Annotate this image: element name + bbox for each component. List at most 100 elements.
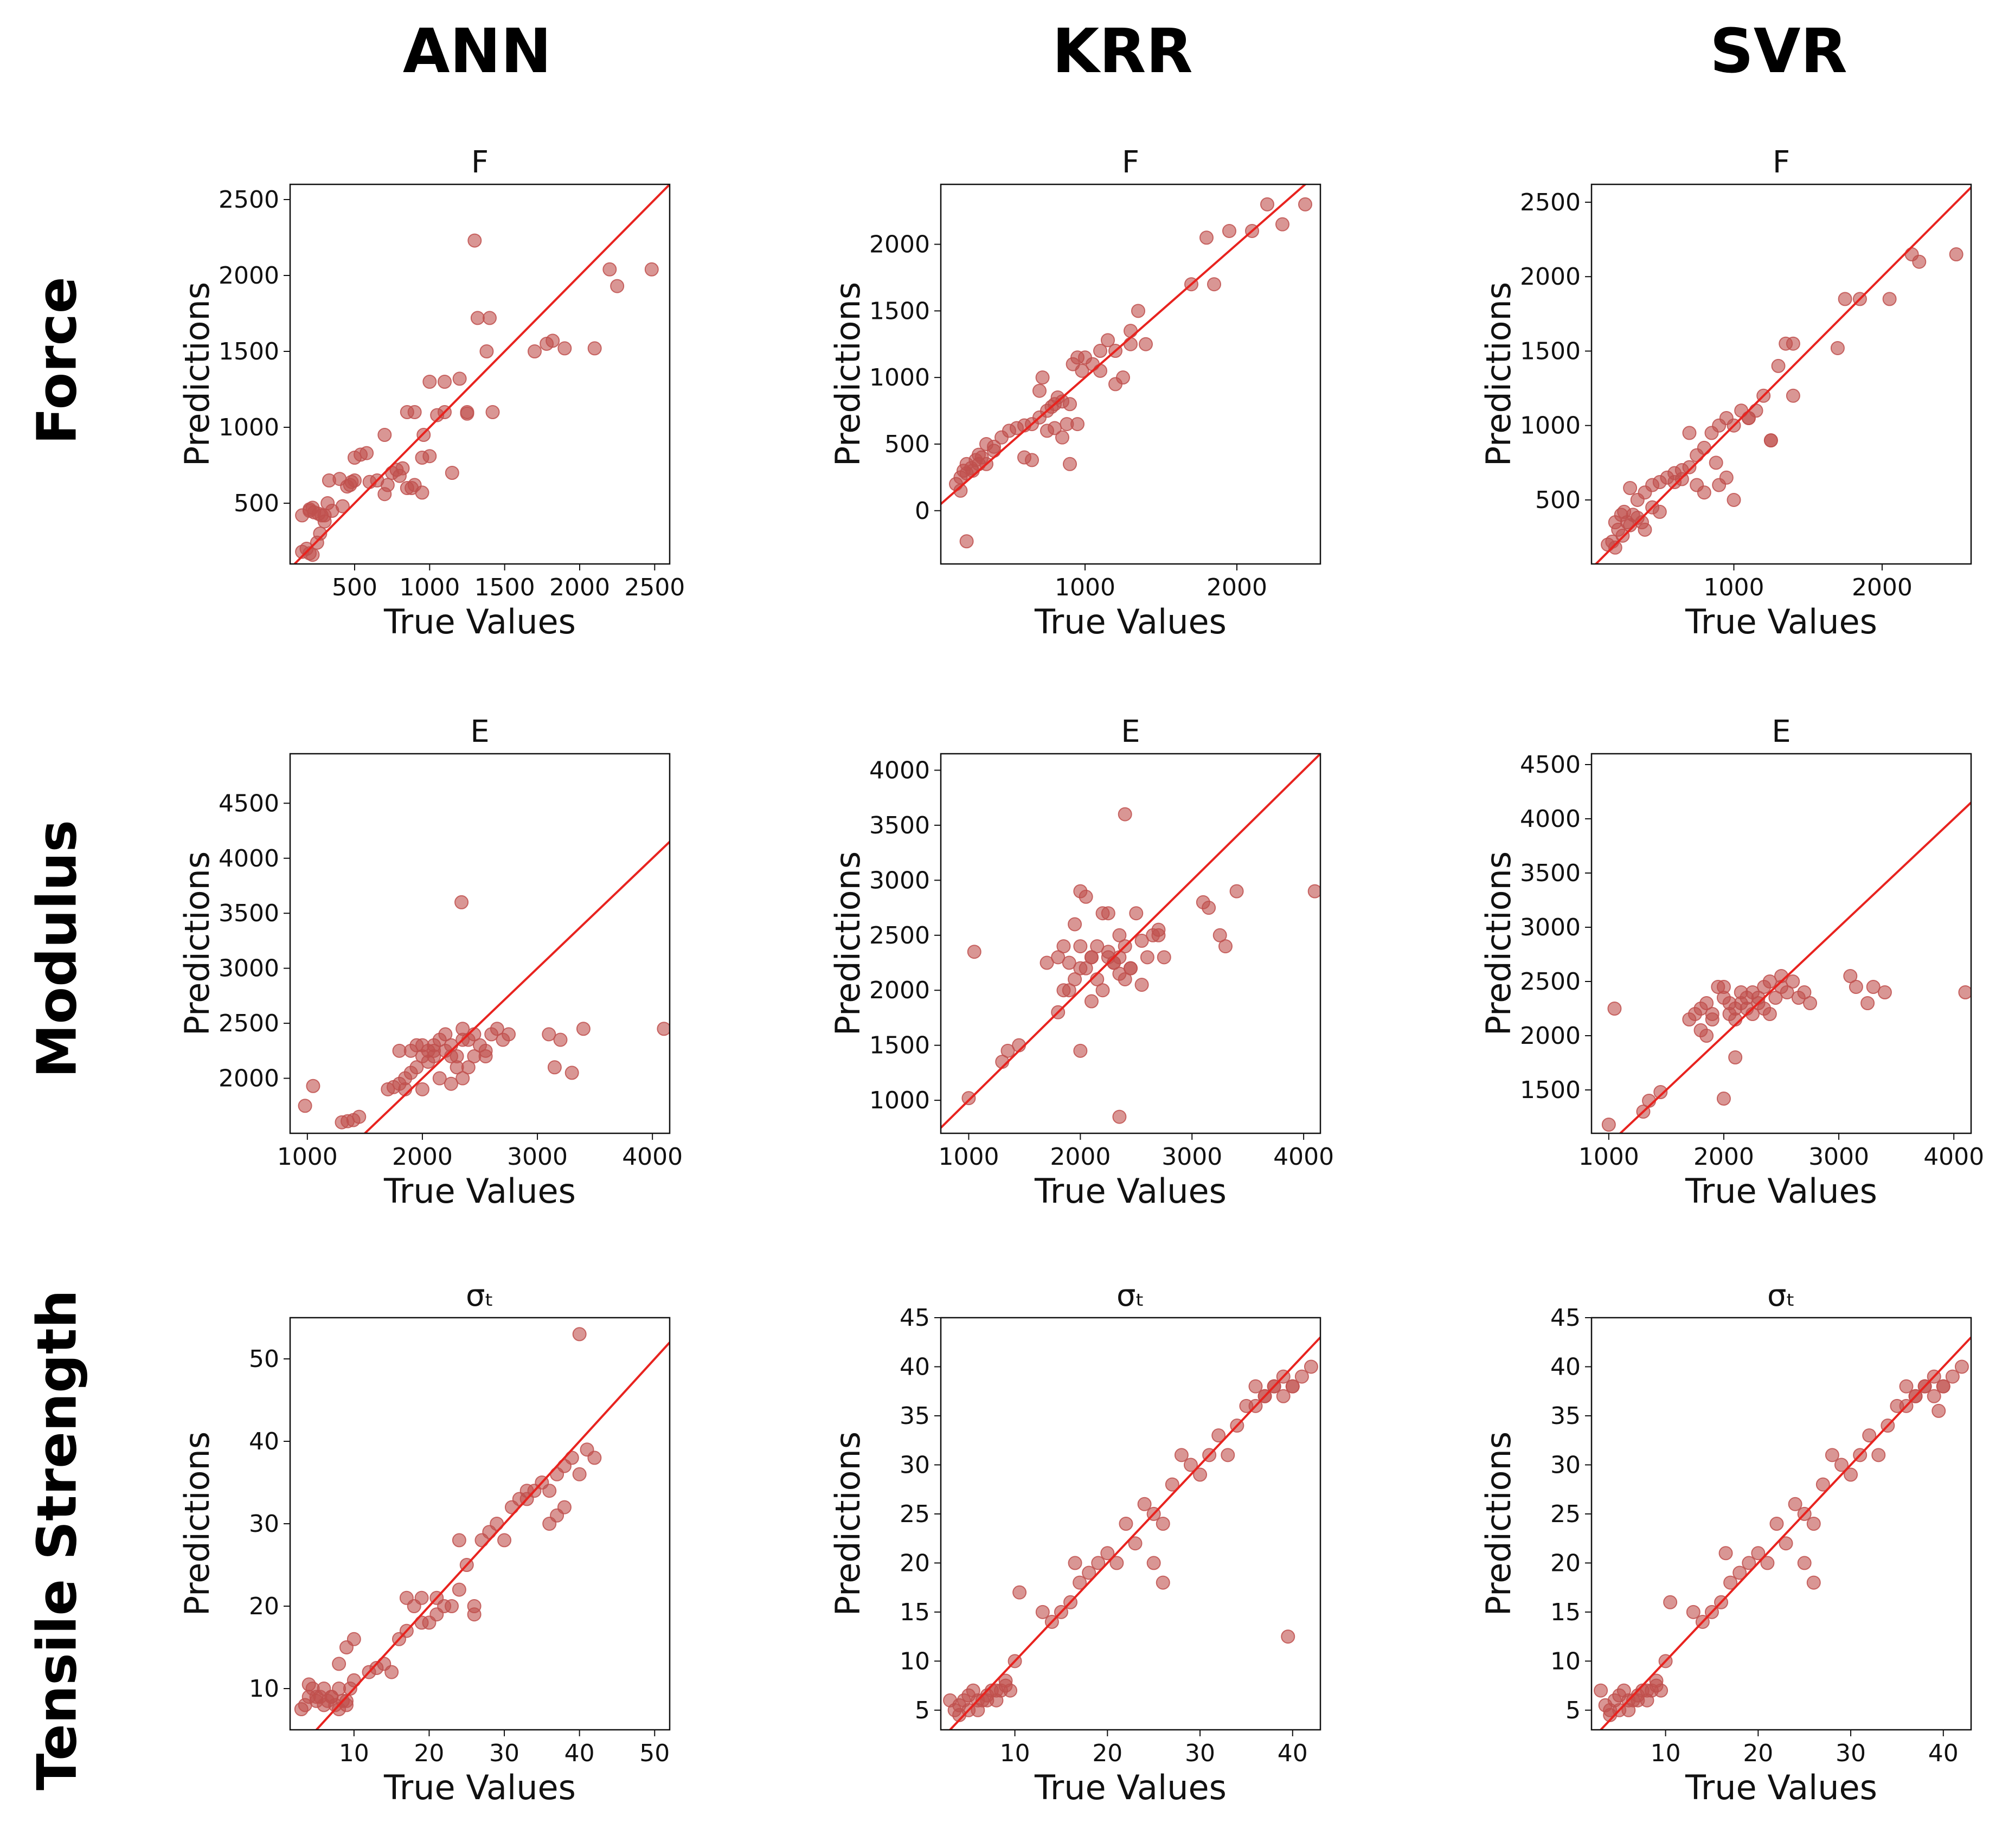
data-point xyxy=(657,1022,670,1036)
data-point xyxy=(1082,1565,1096,1580)
data-point xyxy=(1229,884,1244,899)
plot-frame xyxy=(1590,183,1972,565)
data-point xyxy=(1260,197,1274,211)
row-header-modulus: Modulus xyxy=(25,820,89,1078)
data-point xyxy=(967,945,981,959)
chart-force-ann: F 500 1000 1500 2000 2500 500 1000 1500 2000 2500 T… xyxy=(177,145,685,641)
data-point xyxy=(1682,426,1697,440)
data-point xyxy=(352,1109,367,1124)
y-tick-label: 40 xyxy=(1550,1353,1581,1381)
data-point xyxy=(1686,1605,1701,1619)
data-point xyxy=(407,405,422,419)
data-point xyxy=(1068,1556,1082,1570)
y-axis-label: Predictions xyxy=(1479,851,1518,1036)
data-point xyxy=(1062,955,1076,970)
data-point xyxy=(1830,341,1845,355)
data-point xyxy=(1222,223,1236,238)
data-point xyxy=(1697,485,1711,500)
y-tick-label: 4000 xyxy=(869,756,930,784)
data-point xyxy=(445,1599,459,1613)
x-tick-label: 1000 xyxy=(1579,1143,1639,1171)
chart-modulus-svr: E 1000 2000 3000 4000 1500 2000 2500 3000 3500 400… xyxy=(1479,714,1984,1211)
x-axis-label: True Values xyxy=(383,602,576,641)
data-point xyxy=(1073,939,1088,954)
data-point xyxy=(1108,377,1122,392)
data-point xyxy=(306,1079,320,1093)
data-point xyxy=(1118,972,1132,986)
data-point xyxy=(1936,1379,1950,1394)
data-point xyxy=(1838,292,1852,306)
data-point xyxy=(553,1032,568,1047)
x-tick-label: 2000 xyxy=(1852,574,1913,601)
data-point xyxy=(972,457,986,471)
data-points xyxy=(298,895,670,1130)
y-tick-label: 10 xyxy=(249,1675,279,1703)
y-tick-label: 10 xyxy=(900,1647,930,1675)
chart-title: E xyxy=(1772,714,1791,749)
y-tick-label: 500 xyxy=(234,490,279,517)
y-tick-label: 3000 xyxy=(1520,914,1581,941)
data-point xyxy=(1100,1546,1115,1561)
data-point xyxy=(427,1043,441,1058)
data-point xyxy=(1709,455,1723,470)
data-point xyxy=(360,446,374,460)
data-points xyxy=(294,1327,602,1716)
y-tick-label: 3500 xyxy=(869,812,930,839)
data-point xyxy=(313,527,328,541)
data-point xyxy=(564,1066,579,1080)
data-point xyxy=(987,439,1001,454)
y-tick-label: 1500 xyxy=(869,297,930,325)
data-point xyxy=(1741,410,1756,425)
y-tick-label: 2000 xyxy=(219,262,279,290)
y-tick-label: 4000 xyxy=(1520,805,1581,833)
data-point xyxy=(1716,980,1731,994)
data-point xyxy=(298,1099,312,1113)
data-point xyxy=(1771,358,1786,373)
row-header-tensile-strength: Tensile Strength xyxy=(25,1289,89,1791)
y-tick-label: 20 xyxy=(900,1549,930,1577)
data-point xyxy=(1056,983,1071,998)
data-point xyxy=(1797,1556,1812,1570)
data-point xyxy=(1762,1007,1777,1021)
data-point xyxy=(1640,1683,1654,1698)
data-point xyxy=(1742,1556,1756,1570)
data-point xyxy=(1056,939,1071,954)
chart-force-svr: F 1000 2000 500 1000 1500 2000 2500 True Values P… xyxy=(1479,145,1972,641)
data-point xyxy=(998,1673,1013,1688)
data-point xyxy=(1131,304,1145,318)
data-point xyxy=(1035,1605,1050,1619)
data-point xyxy=(1156,1517,1170,1531)
data-point xyxy=(1118,807,1132,822)
x-tick-label: 2000 xyxy=(392,1143,453,1171)
data-point xyxy=(497,1533,512,1548)
y-tick-label: 3500 xyxy=(1520,859,1581,887)
data-point xyxy=(961,1091,976,1106)
data-point xyxy=(1048,421,1062,435)
data-points xyxy=(961,807,1320,1124)
x-tick-label: 1000 xyxy=(1055,574,1115,601)
data-point xyxy=(479,344,494,358)
data-point xyxy=(1304,1359,1318,1374)
data-point xyxy=(422,449,437,464)
data-point xyxy=(1151,928,1166,942)
data-point xyxy=(1084,950,1099,965)
data-point xyxy=(572,1327,587,1342)
data-point xyxy=(1075,363,1089,378)
data-point xyxy=(1140,950,1154,965)
data-point xyxy=(1146,1556,1161,1570)
data-point xyxy=(610,279,625,293)
data-point xyxy=(1294,1369,1309,1384)
x-axis-label: True Values xyxy=(1685,1171,1877,1211)
data-points xyxy=(949,197,1312,549)
data-point xyxy=(1281,1629,1295,1644)
column-header-krr: KRR xyxy=(1052,16,1193,87)
x-tick-label: 40 xyxy=(1278,1740,1308,1767)
data-point xyxy=(1949,247,1964,262)
data-point xyxy=(452,1533,466,1548)
data-point xyxy=(1844,1467,1858,1482)
y-axis-label: Predictions xyxy=(828,1432,868,1616)
data-point xyxy=(478,1043,493,1058)
data-point xyxy=(1207,277,1221,292)
data-point xyxy=(1786,974,1800,989)
data-point xyxy=(1090,939,1105,954)
